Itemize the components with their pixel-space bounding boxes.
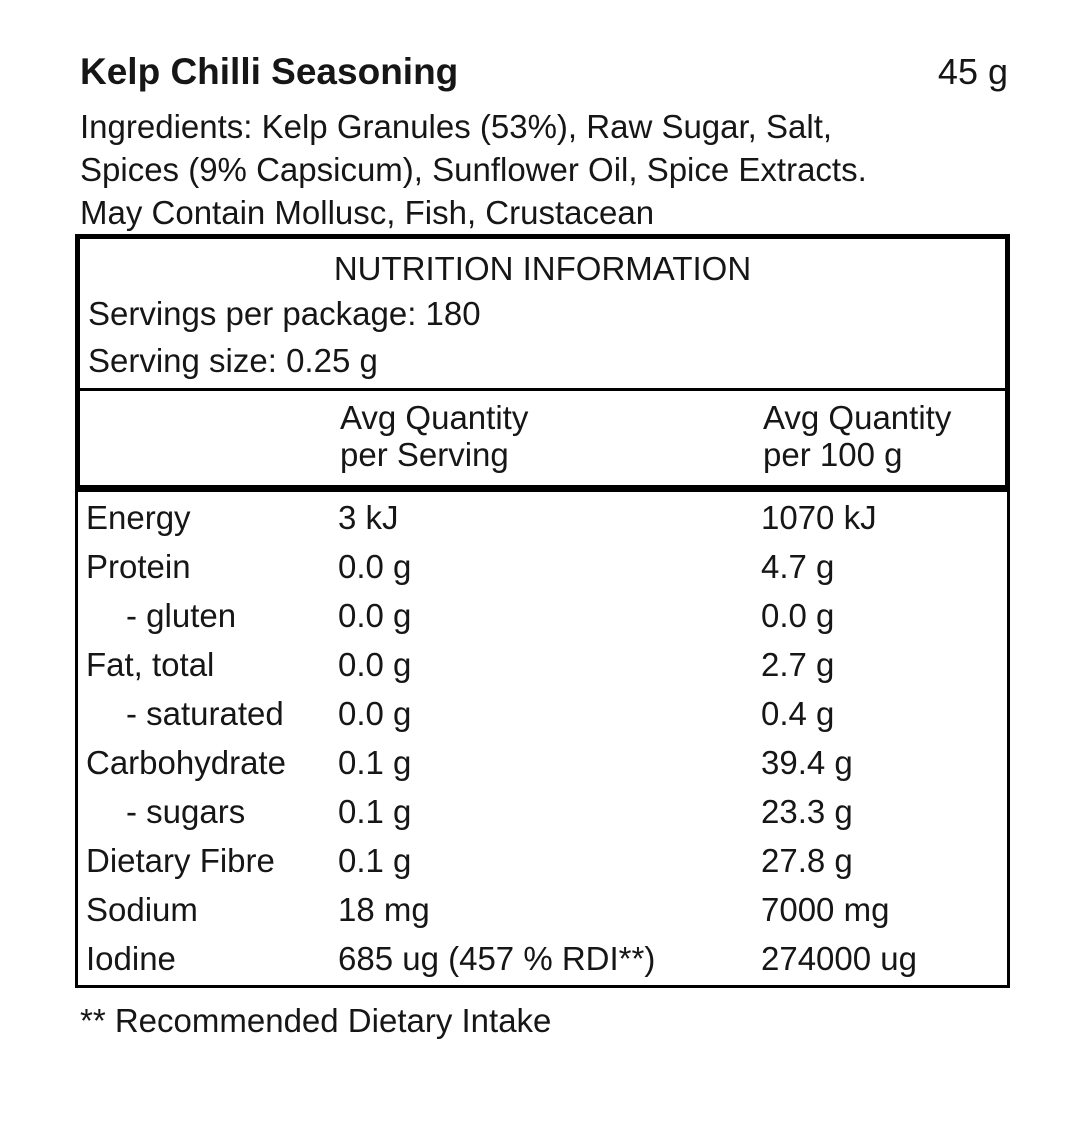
ingredients-line: Ingredients: Kelp Granules (53%), Raw Su… <box>80 108 833 145</box>
column-headers-row: Avg Quantity per Serving Avg Quantity pe… <box>80 388 1005 485</box>
table-row: Iodine 685 ug (457 % RDI**) 274000 ug <box>78 934 1007 983</box>
value-per-100g: 4.7 g <box>761 548 835 585</box>
nutrient-name: - saturated <box>126 695 284 732</box>
table-row: Dietary Fibre 0.1 g 27.8 g <box>78 836 1007 885</box>
table-row: Fat, total 0.0 g 2.7 g <box>78 640 1007 689</box>
value-per-serving: 0.0 g <box>338 646 412 683</box>
nutrition-title: NUTRITION INFORMATION <box>333 250 752 287</box>
table-row: - sugars 0.1 g 23.3 g <box>78 787 1007 836</box>
nutrition-label-page: Kelp Chilli Seasoning 45 g Ingredients: … <box>0 50 1080 1130</box>
rdi-footnote: ** Recommended Dietary Intake <box>80 1002 552 1039</box>
value-per-serving: 0.1 g <box>338 793 412 830</box>
nutrient-name: Sodium <box>86 891 198 928</box>
value-per-100g: 2.7 g <box>761 646 835 683</box>
value-per-100g: 27.8 g <box>761 842 853 879</box>
table-row: Protein 0.0 g 4.7 g <box>78 542 1007 591</box>
nutrient-name: - gluten <box>126 597 237 634</box>
table-row: Energy 3 kJ 1070 kJ <box>78 493 1007 542</box>
nutrient-name: Fat, total <box>86 646 215 683</box>
nutrition-information-panel: NUTRITION INFORMATION Servings per packa… <box>75 234 1010 988</box>
value-per-100g: 0.4 g <box>761 695 835 732</box>
table-row: - gluten 0.0 g 0.0 g <box>78 591 1007 640</box>
value-per-serving: 0.1 g <box>338 744 412 781</box>
column-header-nutrient-spacer <box>80 399 340 473</box>
nutrient-name: - sugars <box>126 793 246 830</box>
serving-size: Serving size: 0.25 g <box>88 342 378 379</box>
value-per-serving: 0.0 g <box>338 597 412 634</box>
value-per-100g: 23.3 g <box>761 793 853 830</box>
value-per-100g: 7000 mg <box>761 891 890 928</box>
column-header-line: Avg Quantity <box>763 399 952 436</box>
label-header: Kelp Chilli Seasoning 45 g <box>80 50 1008 93</box>
product-name: Kelp Chilli Seasoning <box>80 51 459 92</box>
value-per-serving: 0.0 g <box>338 695 412 732</box>
column-header-per-serving: Avg Quantity per Serving <box>340 399 763 473</box>
nutrition-rows: Energy 3 kJ 1070 kJ Protein 0.0 g 4.7 g … <box>75 490 1010 988</box>
value-per-serving: 18 mg <box>338 891 430 928</box>
nutrient-name: Dietary Fibre <box>86 842 275 879</box>
table-row: - saturated 0.0 g 0.4 g <box>78 689 1007 738</box>
net-weight: 45 g <box>937 51 1008 92</box>
nutrient-name: Protein <box>86 548 191 585</box>
value-per-serving: 3 kJ <box>338 499 399 536</box>
value-per-serving: 0.0 g <box>338 548 412 585</box>
value-per-serving: 685 ug (457 % RDI**) <box>338 940 656 977</box>
nutrient-name: Iodine <box>86 940 176 977</box>
table-row: Sodium 18 mg 7000 mg <box>78 885 1007 934</box>
value-per-serving: 0.1 g <box>338 842 412 879</box>
column-header-per-100g: Avg Quantity per 100 g <box>763 399 1005 473</box>
ingredients-line: Spices (9% Capsicum), Sunflower Oil, Spi… <box>80 151 867 188</box>
nutrient-name: Energy <box>86 499 191 536</box>
allergen-line: May Contain Mollusc, Fish, Crustacean <box>80 194 655 231</box>
value-per-100g: 274000 ug <box>761 940 917 977</box>
value-per-100g: 39.4 g <box>761 744 853 781</box>
column-header-line: per Serving <box>340 436 509 473</box>
value-per-100g: 1070 kJ <box>761 499 877 536</box>
column-header-line: Avg Quantity <box>340 399 529 436</box>
nutrition-header-box: NUTRITION INFORMATION Servings per packa… <box>75 234 1010 490</box>
column-header-line: per 100 g <box>763 436 903 473</box>
servings-per-package: Servings per package: 180 <box>88 295 481 332</box>
table-row: Carbohydrate 0.1 g 39.4 g <box>78 738 1007 787</box>
ingredients-paragraph: Ingredients: Kelp Granules (53%), Raw Su… <box>80 105 1020 234</box>
nutrient-name: Carbohydrate <box>86 744 286 781</box>
value-per-100g: 0.0 g <box>761 597 835 634</box>
